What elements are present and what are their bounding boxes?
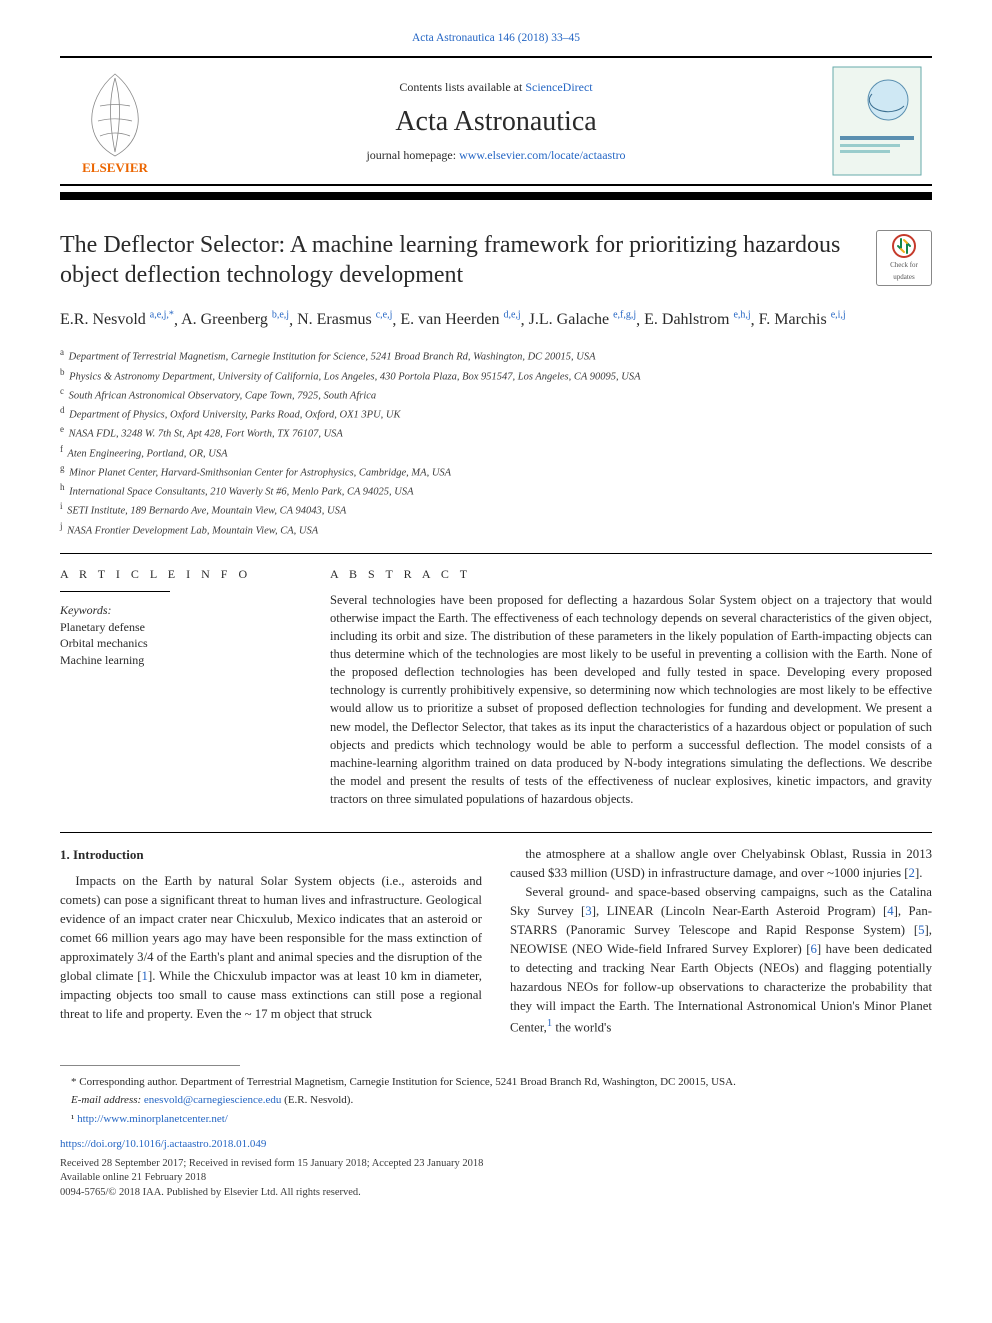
ref-link[interactable]: 2 <box>909 866 915 880</box>
email-line: E-mail address: enesvold@carnegiescience… <box>60 1092 932 1109</box>
affiliation: c South African Astronomical Observatory… <box>60 385 932 404</box>
footnote-1: ¹ http://www.minorplanetcenter.net/ <box>60 1111 932 1128</box>
contents-prefix: Contents lists available at <box>399 80 525 94</box>
affiliations: a Department of Terrestrial Magnetism, C… <box>60 346 932 539</box>
author-affil-sup: e,f,g,j <box>613 310 636 321</box>
contents-line: Contents lists available at ScienceDirec… <box>399 79 592 96</box>
check-for-updates-badge[interactable]: Check for updates <box>876 230 932 286</box>
fn1-link[interactable]: http://www.minorplanetcenter.net/ <box>77 1113 228 1125</box>
affiliation: f Aten Engineering, Portland, OR, USA <box>60 443 932 462</box>
footnote-marker[interactable]: 1 <box>547 1018 552 1029</box>
ref-link[interactable]: 6 <box>811 942 817 956</box>
keywords-label: Keywords: <box>60 602 290 619</box>
body-columns: 1. Introduction Impacts on the Earth by … <box>60 845 932 1037</box>
history-line-3: 0094-5765/© 2018 IAA. Published by Elsev… <box>60 1186 932 1201</box>
affiliation: d Department of Physics, Oxford Universi… <box>60 404 932 423</box>
author-affil-sup: e,h,j <box>733 310 750 321</box>
sciencedirect-link[interactable]: ScienceDirect <box>525 80 592 94</box>
affiliation: a Department of Terrestrial Magnetism, C… <box>60 346 932 365</box>
journal-banner: ELSEVIER Contents lists available at Sci… <box>60 56 932 186</box>
author: E.R. Nesvold a,e,j,* <box>60 311 174 328</box>
author: J.L. Galache e,f,g,j <box>529 311 636 328</box>
affiliation: g Minor Planet Center, Harvard-Smithsoni… <box>60 462 932 481</box>
history-line-1: Received 28 September 2017; Received in … <box>60 1157 932 1172</box>
journal-name: Acta Astronautica <box>395 102 596 141</box>
author: A. Greenberg b,e,j <box>181 311 289 328</box>
author-affil-sup: e,i,j <box>831 310 846 321</box>
author-affil-sup: b,e,j <box>272 310 289 321</box>
author: E. van Heerden d,e,j <box>400 311 520 328</box>
ref-link[interactable]: 1 <box>142 969 148 983</box>
keyword: Orbital mechanics <box>60 635 290 652</box>
author: N. Erasmus c,e,j <box>297 311 392 328</box>
body-para-1: Impacts on the Earth by natural Solar Sy… <box>60 872 482 1024</box>
ref-link[interactable]: 5 <box>918 923 924 937</box>
email-paren: (E.R. Nesvold). <box>281 1094 353 1106</box>
author-affil-sup: c,e,j <box>376 310 393 321</box>
ref-link[interactable]: 3 <box>585 904 591 918</box>
affiliation: j NASA Frontier Development Lab, Mountai… <box>60 520 932 539</box>
homepage-line: journal homepage: www.elsevier.com/locat… <box>366 147 625 164</box>
author: E. Dahlstrom e,h,j <box>644 311 751 328</box>
footnotes: * Corresponding author. Department of Te… <box>60 1074 932 1128</box>
section-rule <box>60 553 932 554</box>
updates-line1: Check for <box>890 261 918 271</box>
author-affil-sup: a,e,j,* <box>150 310 174 321</box>
author-affil-sup: d,e,j <box>503 310 520 321</box>
author: F. Marchis e,i,j <box>759 311 846 328</box>
body-para-2: the atmosphere at a shallow angle over C… <box>510 845 932 883</box>
homepage-link[interactable]: www.elsevier.com/locate/actaastro <box>459 148 625 162</box>
keyword: Machine learning <box>60 652 290 669</box>
footnote-rule <box>60 1065 240 1066</box>
affiliation: b Physics & Astronomy Department, Univer… <box>60 366 932 385</box>
corresponding-author: * Corresponding author. Department of Te… <box>60 1074 932 1091</box>
abstract-heading: A B S T R A C T <box>330 566 932 583</box>
publisher-logo: ELSEVIER <box>60 58 170 184</box>
article-history: Received 28 September 2017; Received in … <box>60 1157 932 1201</box>
email-link[interactable]: enesvold@carnegiescience.edu <box>144 1094 281 1106</box>
affiliation: i SETI Institute, 189 Bernardo Ave, Moun… <box>60 500 932 519</box>
section-rule-2 <box>60 832 932 833</box>
affiliation: h International Space Consultants, 210 W… <box>60 481 932 500</box>
abstract-text: Several technologies have been proposed … <box>330 591 932 809</box>
running-head: Acta Astronautica 146 (2018) 33–45 <box>60 30 932 46</box>
elsevier-wordmark: ELSEVIER <box>82 160 148 175</box>
homepage-prefix: journal homepage: <box>366 148 459 162</box>
ref-link[interactable]: 4 <box>887 904 893 918</box>
keyword: Planetary defense <box>60 619 290 636</box>
section-title-intro: 1. Introduction <box>60 845 482 864</box>
thick-rule <box>60 192 932 200</box>
short-rule <box>60 591 170 592</box>
affiliation: e NASA FDL, 3248 W. 7th St, Apt 428, For… <box>60 423 932 442</box>
updates-line2: updates <box>893 273 914 283</box>
journal-cover-thumb <box>822 58 932 184</box>
article-info-heading: A R T I C L E I N F O <box>60 566 290 583</box>
author-list: E.R. Nesvold a,e,j,*, A. Greenberg b,e,j… <box>60 308 932 332</box>
email-label: E-mail address: <box>71 1094 144 1106</box>
doi-link[interactable]: https://doi.org/10.1016/j.actaastro.2018… <box>60 1137 932 1152</box>
updates-icon <box>891 233 917 259</box>
history-line-2: Available online 21 February 2018 <box>60 1171 932 1186</box>
article-title: The Deflector Selector: A machine learni… <box>60 230 862 290</box>
body-para-3: Several ground- and space-based observin… <box>510 883 932 1037</box>
